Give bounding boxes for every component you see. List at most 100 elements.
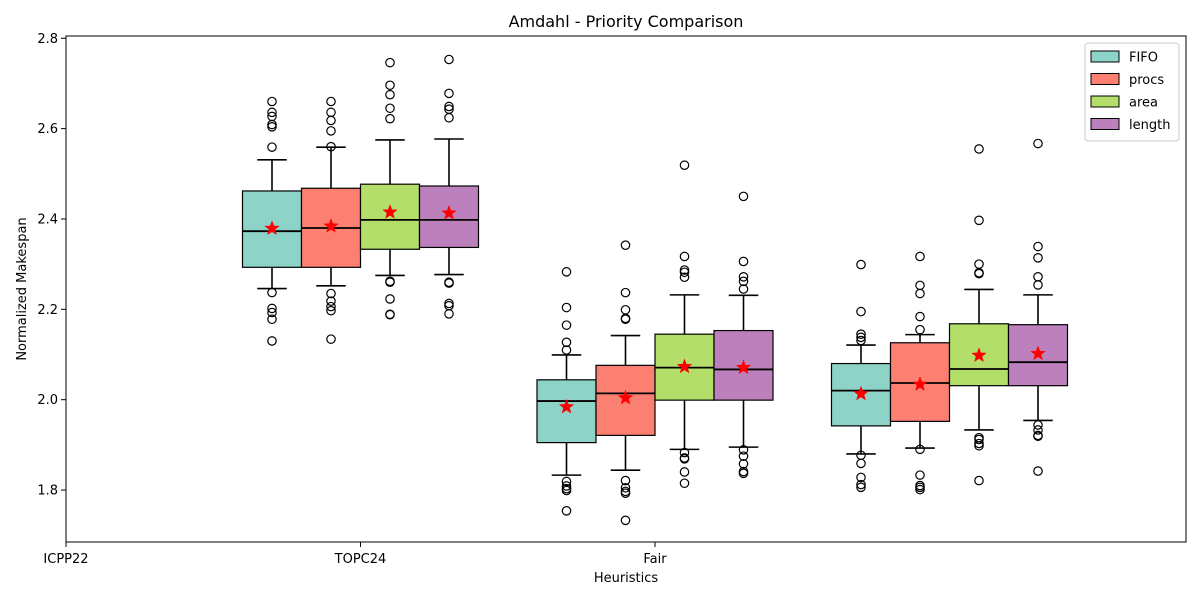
outlier-point [915,470,925,480]
outlier-point [444,309,454,319]
outlier-point [561,485,572,496]
plot-area [241,54,1069,526]
mean-star-marker [441,204,457,220]
mean-star-marker [735,359,752,375]
outlier-point [1033,431,1043,442]
outlier-point [561,506,572,516]
legend-item-procs: procs [1090,73,1164,88]
y-tick-label: 2.6 [37,122,58,137]
outlier-point [561,320,572,330]
outlier-point [385,277,395,288]
box-area [359,57,421,320]
outlier-point [326,305,336,316]
outlier-point [738,459,749,469]
outlier-point [326,296,336,306]
y-tick-label: 1.8 [37,484,58,499]
outlier-point [679,272,690,283]
outlier-point [856,472,866,483]
outlier-point [738,451,749,461]
mean-star-marker [264,220,280,236]
box-fifo [536,267,597,516]
legend-label: length [1129,118,1170,133]
outlier-point [915,288,925,299]
mean-star-marker [558,398,575,414]
legend-label: area [1129,96,1158,111]
outlier-point [856,479,866,490]
mean-star-marker [617,389,634,405]
box-group [241,54,480,346]
outlier-point [267,287,277,298]
outlier-point [326,288,336,299]
box-group [830,138,1069,495]
outlier-point [856,259,866,270]
mean-star-marker [1030,345,1046,361]
outlier-point [444,54,454,65]
y-axis: 1.8 2.0 2.2 2.4 2.6 2.8 [37,32,66,499]
outlier-point [267,122,277,132]
outlier-point [974,475,984,486]
outlier-point [679,467,690,477]
outlier-point [267,107,277,118]
outlier-point [385,57,395,68]
outlier-point [738,468,749,479]
legend-swatch [1090,50,1120,63]
outlier-point [326,126,336,136]
outlier-point [620,475,631,486]
outlier-point [915,484,925,495]
outlier-point [561,476,572,487]
outlier-point [915,251,925,262]
outlier-point [1033,466,1043,476]
outlier-point [1033,420,1043,430]
legend-item-fifo: FIFO [1090,50,1158,66]
x-tick-label: Fair [643,552,667,567]
outlier-point [679,160,690,171]
box-fifo [241,96,303,346]
x-tick-label: ICPP22 [43,552,88,567]
outlier-point [620,287,631,298]
outlier-point [444,112,454,123]
outlier-point [856,482,866,493]
outlier-point [856,306,866,317]
outlier-point [738,191,749,202]
legend-swatch [1090,95,1120,108]
outlier-point [620,515,631,526]
outlier-point [679,447,690,458]
outlier-point [915,444,925,455]
outlier-point [561,345,572,355]
outlier-point [267,314,277,325]
box-procs [889,251,951,495]
outlier-point [326,115,336,126]
outlier-point [856,458,866,469]
outlier-point [679,251,690,262]
outlier-point [385,309,395,320]
legend-frame [1084,42,1180,142]
box-area [654,160,715,489]
outlier-point [326,141,336,152]
outlier-point [561,337,572,348]
mean-star-marker [323,217,339,233]
outlier-point [267,303,277,314]
outlier-point [679,267,690,278]
mean-star-marker [971,347,987,363]
legend-item-length: length [1090,118,1170,133]
outlier-point [974,268,984,279]
mean-star-marker [676,358,693,374]
box-body [889,342,951,422]
outlier-point [326,334,336,344]
box-area [948,144,1010,486]
outlier-point [385,294,395,304]
mean-star-marker [382,203,398,219]
box-body [536,379,597,444]
mean-star-marker [853,385,869,401]
outlier-point [1033,253,1043,263]
outlier-point [385,80,395,91]
outlier-point [738,272,749,282]
box-length [418,54,480,319]
outlier-point [267,336,277,346]
outlier-point [679,478,690,489]
outlier-point [1033,425,1043,435]
box-body [359,183,421,250]
box-length [1007,138,1069,476]
chart-title: Amdahl - Priority Comparison [509,12,744,31]
legend-label: procs [1129,73,1164,88]
